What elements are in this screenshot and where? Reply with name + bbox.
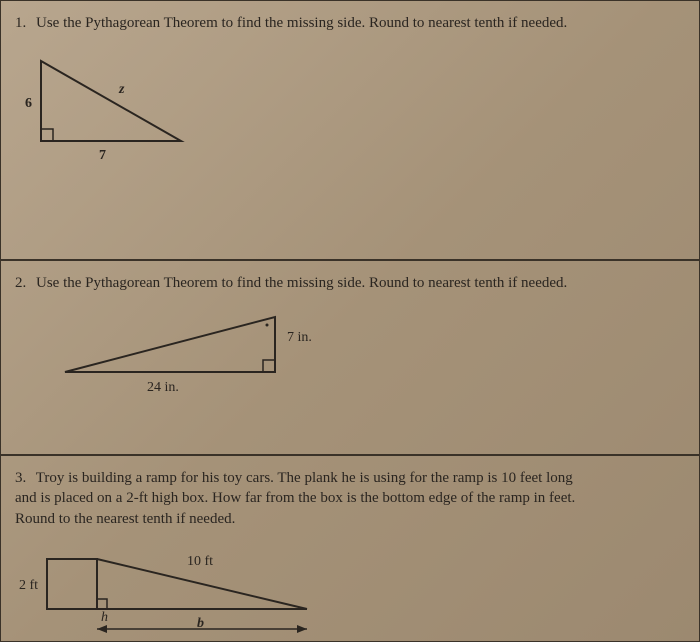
base-b-label: b: [197, 616, 204, 631]
problem-3-line2: and is placed on a 2-ft high box. How fa…: [15, 490, 575, 506]
ramp-length-label: 10 ft: [187, 554, 213, 569]
problem-1-diagram: 6 7 z: [21, 51, 221, 171]
problem-1-number: 1.: [15, 15, 26, 31]
problem-2-text: Use the Pythagorean Theorem to find the …: [36, 275, 567, 291]
problem-1-text: Use the Pythagorean Theorem to find the …: [36, 15, 567, 31]
problem-1-prompt: 1. Use the Pythagorean Theorem to find t…: [15, 13, 685, 33]
ramp-box: [47, 559, 97, 609]
problem-2-number: 2.: [15, 275, 26, 291]
arrowhead-left: [97, 625, 107, 633]
right-angle-marker-3: [97, 599, 107, 609]
problem-3-number: 3.: [15, 470, 26, 486]
worksheet-page: 1. Use the Pythagorean Theorem to find t…: [0, 0, 700, 642]
problem-2: 2. Use the Pythagorean Theorem to find t…: [0, 260, 700, 455]
height-h-label: h: [101, 610, 108, 625]
vertex-dot: [266, 324, 269, 327]
problem-2-prompt: 2. Use the Pythagorean Theorem to find t…: [15, 273, 685, 293]
problem-3-line3: Round to the nearest tenth if needed.: [15, 511, 235, 527]
problem-2-diagram: 7 in. 24 in.: [55, 307, 355, 397]
hypotenuse-label: z: [118, 82, 125, 97]
right-angle-marker-2: [263, 360, 275, 372]
leg-vertical-label: 6: [25, 96, 32, 111]
short-side-label: 7 in.: [287, 330, 312, 345]
problem-1: 1. Use the Pythagorean Theorem to find t…: [0, 0, 700, 260]
problem-3-diagram: h 2 ft 10 ft b: [17, 541, 347, 641]
base-label-2: 24 in.: [147, 380, 179, 395]
right-angle-marker-1: [41, 129, 53, 141]
leg-horizontal-label: 7: [99, 148, 106, 163]
triangle-2: [65, 317, 275, 372]
problem-3: 3. Troy is building a ramp for his toy c…: [0, 455, 700, 642]
problem-3-line1: Troy is building a ramp for his toy cars…: [36, 470, 573, 486]
box-height-label: 2 ft: [19, 578, 38, 593]
arrowhead-right: [297, 625, 307, 633]
problem-3-prompt: 3. Troy is building a ramp for his toy c…: [15, 468, 685, 529]
triangle-1: [41, 61, 181, 141]
